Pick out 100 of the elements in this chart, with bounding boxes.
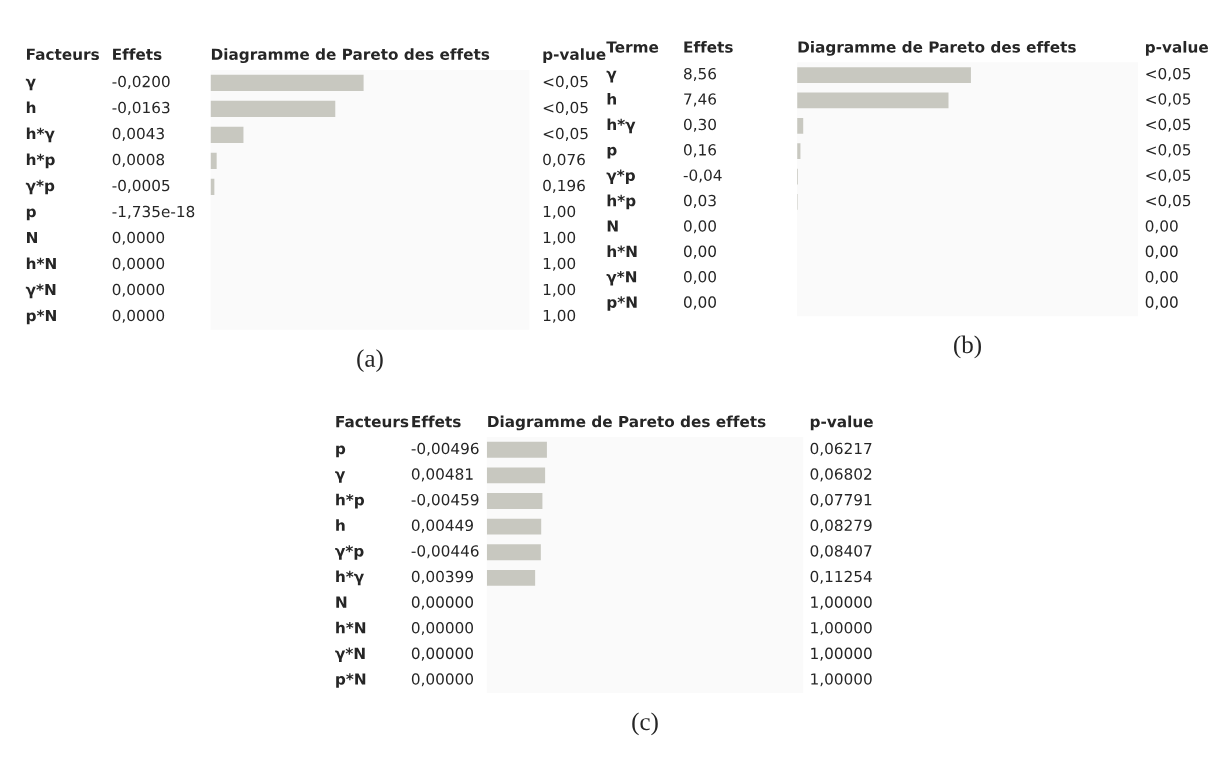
text: -0,00496: [411, 442, 479, 456]
text: 8,56: [684, 67, 717, 81]
text: <0,05: [1146, 169, 1191, 183]
text: <0,05: [1146, 93, 1191, 107]
text: Diagramme de Pareto des effets: [488, 415, 766, 431]
y-tick-label: h*p: [336, 493, 365, 509]
text: <0,05: [1146, 67, 1191, 81]
text: 0,03: [683, 194, 716, 208]
text: 0,196: [543, 179, 585, 193]
text: <0,05: [543, 75, 588, 89]
text: -0,0163: [112, 101, 170, 115]
bar: [210, 126, 244, 143]
bar: [486, 518, 542, 535]
y-tick-label: h*γ: [336, 570, 364, 586]
chart-title: Diagramme de Pareto des effets: [211, 48, 490, 64]
text: 0,11254: [810, 570, 872, 584]
y-tick-label: γ*N: [606, 270, 637, 286]
y-tick-label: γ*p: [606, 169, 635, 184]
text: 0,0000: [112, 231, 165, 245]
y-axis-title: Terme: [606, 41, 659, 53]
text: 0,00000: [411, 621, 474, 636]
x-axis-title: (a): [357, 349, 383, 372]
text: Effets: [113, 48, 162, 61]
text: 1,00000: [811, 673, 872, 687]
text: 0,00000: [411, 673, 474, 687]
text: 0,00: [683, 220, 716, 234]
text: <0,05: [543, 101, 588, 115]
text: 0,00: [1145, 296, 1178, 310]
text: 0,076: [543, 153, 585, 167]
text: 7,46: [684, 93, 717, 107]
text: 0,00481: [411, 468, 473, 482]
text: 0,0000: [112, 283, 165, 297]
y-tick-label: γ: [606, 70, 617, 83]
text: <0,05: [1146, 144, 1191, 158]
bar: [486, 493, 543, 509]
y-tick-label: N: [27, 231, 37, 244]
bar: [210, 152, 217, 169]
text: p-value: [543, 48, 606, 64]
text: 1,00: [543, 205, 576, 219]
text: <0,05: [543, 127, 588, 141]
bar: [486, 441, 547, 458]
y-tick-label: h: [26, 101, 36, 114]
text: 0,00: [683, 296, 716, 310]
text: 0,00000: [411, 596, 474, 610]
bar: [486, 467, 546, 484]
text: <0,05: [1146, 194, 1191, 208]
text: 0,0043: [112, 127, 164, 141]
text: 0,0000: [112, 309, 165, 323]
y-tick-label: h*p: [26, 153, 55, 169]
y-tick-label: p: [26, 208, 36, 221]
bar: [486, 569, 536, 586]
y-tick-label: h*p: [607, 194, 636, 210]
y-tick-label: γ*p: [335, 545, 364, 560]
text: 0,00449: [411, 519, 473, 533]
text: 0,00399: [411, 570, 473, 584]
y-tick-label: h*N: [607, 245, 637, 257]
y-tick-label: h*N: [26, 257, 56, 270]
text: -0,0200: [112, 75, 170, 89]
text: -0,00446: [411, 545, 479, 559]
text: 0,00: [1145, 270, 1178, 285]
text: 1,00: [543, 231, 576, 245]
chart-title: Diagramme de Pareto des effets: [798, 40, 1076, 56]
text: <0,05: [1146, 118, 1191, 132]
text: 1,00000: [811, 647, 872, 661]
y-tick-label: γ: [25, 78, 36, 91]
text: 0,08279: [810, 519, 872, 533]
text: 1,00: [543, 283, 576, 297]
text: 0,00: [1145, 245, 1178, 259]
bar: [210, 74, 364, 91]
text: 1,00000: [811, 596, 872, 610]
x-axis-title: (b): [954, 335, 981, 359]
text: -0,0005: [112, 179, 170, 193]
text: 0,30: [683, 118, 716, 132]
y-axis-title: Facteurs: [336, 415, 409, 428]
text: 0,06802: [810, 468, 872, 482]
text: 0,0008: [112, 153, 165, 167]
y-tick-label: h*γ: [607, 118, 636, 134]
y-tick-label: h*N: [336, 621, 366, 634]
x-axis-title: (c): [632, 712, 658, 736]
y-tick-label: N: [607, 220, 618, 232]
text: p-value: [810, 415, 873, 431]
text: -1,735e-18: [112, 205, 195, 219]
text: -0,04: [683, 169, 722, 183]
text: 1,00000: [811, 621, 872, 636]
text: 0,06217: [810, 442, 872, 456]
y-tick-label: γ*N: [335, 647, 365, 663]
y-tick-label: h: [336, 519, 345, 531]
y-tick-label: γ*p: [25, 179, 55, 195]
text: 0,00: [683, 245, 716, 259]
y-tick-label: h*γ: [26, 127, 55, 143]
text: 1,00: [543, 257, 576, 271]
y-tick-label: p*N: [607, 296, 637, 311]
y-tick-label: γ: [335, 471, 346, 483]
bar: [797, 67, 971, 83]
text: 0,0000: [112, 257, 165, 271]
bar: [486, 544, 541, 561]
text: 0,07791: [810, 493, 872, 508]
text: 0,16: [683, 144, 717, 158]
bar: [210, 100, 336, 117]
y-axis-title: Facteurs: [27, 48, 99, 61]
